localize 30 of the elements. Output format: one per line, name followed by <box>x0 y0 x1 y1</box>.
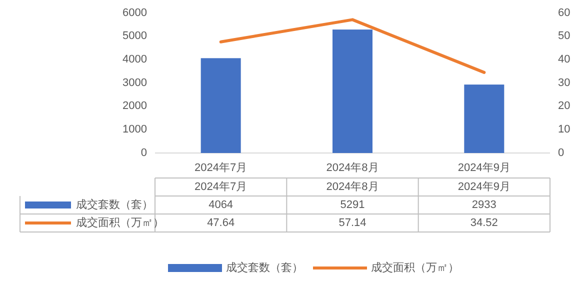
data-label: 47.64 <box>207 216 235 229</box>
table-header: 2024年9月 <box>458 180 510 193</box>
table-rowname: 成交套数（套） <box>76 198 153 211</box>
table-rowname: 成交面积（万㎡） <box>76 216 164 229</box>
data-label: 4064 <box>208 198 234 211</box>
ytick: 4000 <box>122 54 147 66</box>
table-header: 2024年7月 <box>194 180 248 193</box>
y2tick: 20 <box>558 100 570 112</box>
table-header: 2024年8月 <box>326 180 379 193</box>
y2tick: 10 <box>558 124 570 136</box>
ytick: 1000 <box>122 124 147 136</box>
xtick: 2024年8月 <box>326 162 379 174</box>
xtick: 2024年9月 <box>458 162 510 174</box>
data-label: 34.52 <box>470 216 498 229</box>
y2tick: 50 <box>558 30 570 42</box>
legend-text: 成交面积（万㎡） <box>371 262 459 274</box>
y2tick: 40 <box>558 54 570 66</box>
xtick: 2024年7月 <box>194 162 248 174</box>
data-label: 5291 <box>340 198 365 211</box>
y2tick: 30 <box>558 76 570 89</box>
ytick: 5000 <box>122 30 147 42</box>
ytick: 6000 <box>122 6 147 19</box>
ytick: 2000 <box>122 100 147 112</box>
ytick: 0 <box>140 146 147 159</box>
data-label: 57.14 <box>338 216 366 229</box>
ytick: 3000 <box>122 76 147 89</box>
data-label: 2933 <box>472 198 496 211</box>
legend-text: 成交套数（套） <box>226 262 303 274</box>
y2tick: 60 <box>558 6 570 19</box>
y2tick: 0 <box>558 146 564 159</box>
